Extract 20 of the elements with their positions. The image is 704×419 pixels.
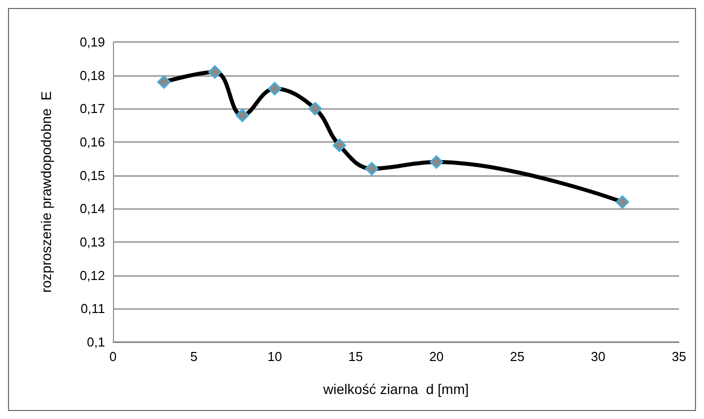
- y-tick-label: 0,15: [80, 168, 105, 183]
- x-tick-label: 5: [190, 349, 198, 364]
- y-tick-label: 0,19: [80, 34, 105, 50]
- y-tick-label: 0,18: [80, 68, 105, 83]
- x-tick-label: 20: [429, 349, 444, 364]
- x-tick-label: 35: [672, 349, 686, 364]
- x-tick-label: 15: [348, 349, 363, 364]
- y-axis-title: rozproszenie prawdopodobne E: [38, 91, 54, 293]
- x-tick-label: 25: [510, 349, 525, 364]
- x-tick-label: 10: [267, 349, 282, 364]
- y-tick-label: 0,13: [80, 234, 105, 250]
- y-tick-label: 0,16: [80, 134, 105, 150]
- x-tick-label: 0: [109, 349, 117, 364]
- y-tick-label: 0,12: [80, 268, 105, 283]
- x-axis-title: wielkość ziarna d [mm]: [322, 381, 469, 397]
- y-tick-label: 0,1: [86, 334, 105, 350]
- y-tick-label: 0,11: [80, 301, 105, 316]
- y-tick-label: 0,14: [80, 201, 105, 216]
- y-tick-label: 0,17: [80, 101, 105, 116]
- x-tick-label: 30: [590, 349, 606, 364]
